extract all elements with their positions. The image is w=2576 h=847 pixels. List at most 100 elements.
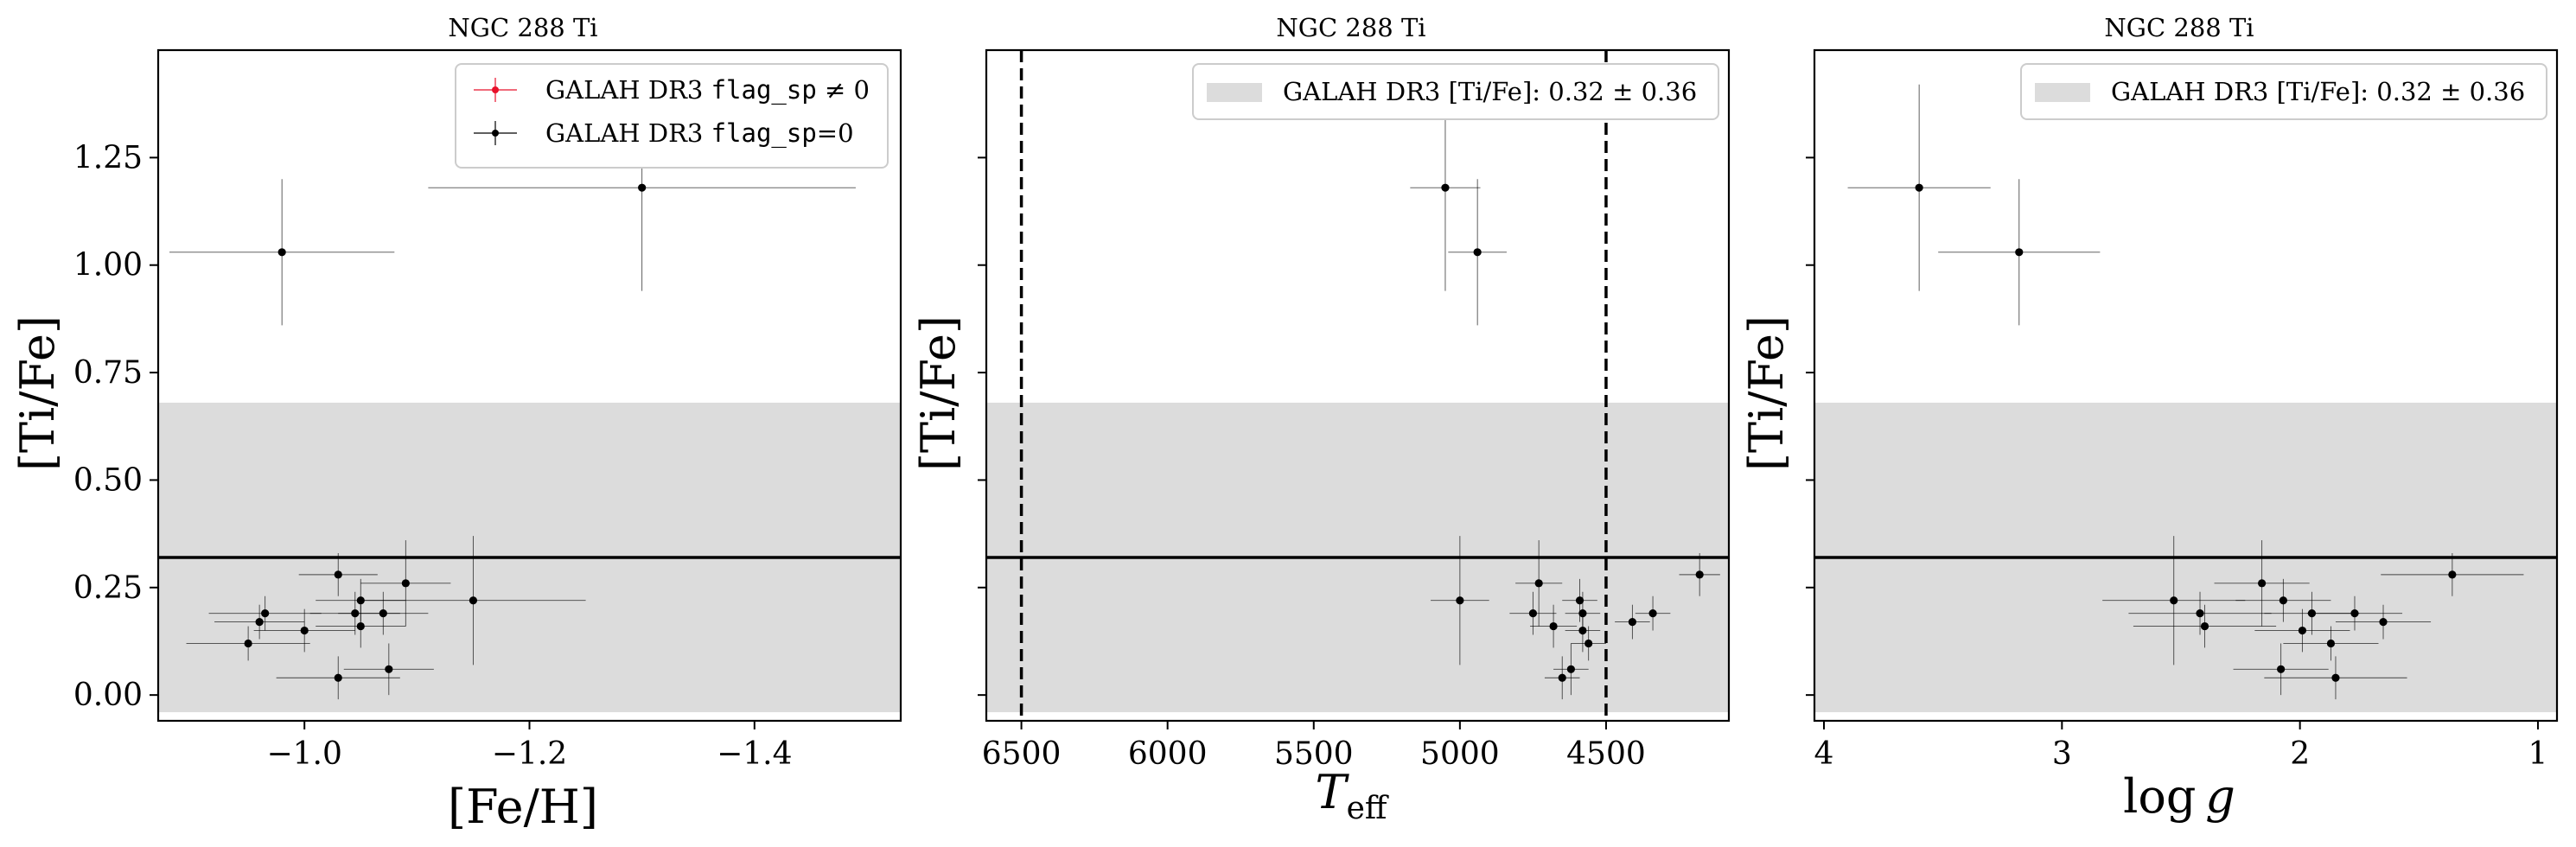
axes-frame <box>1813 48 2559 723</box>
data-point <box>1938 179 2101 326</box>
data-marker <box>1456 596 1464 605</box>
legend-label-galah-band: GALAH DR3 [Ti/Fe]: 0.32 ± 0.36 <box>1283 77 1697 106</box>
data-marker <box>2298 626 2307 635</box>
data-point <box>169 179 395 326</box>
data-point <box>1565 608 1601 653</box>
data-point <box>1431 536 1489 666</box>
x-tick-label: 5500 <box>1274 736 1354 772</box>
data-point <box>298 553 378 596</box>
x-tick-label: −1.0 <box>266 736 341 772</box>
data-point <box>1635 595 1671 631</box>
data-marker <box>638 183 647 192</box>
data-point <box>253 608 355 653</box>
x-axis-label: log g <box>2123 769 2235 824</box>
data-point <box>1515 540 1563 627</box>
data-marker <box>334 673 342 682</box>
panel-title: NGC 288 Ti <box>2104 13 2254 42</box>
data-point <box>1615 604 1650 640</box>
plot-area: 6500 6000 5500 5000 4500 <box>978 48 1731 772</box>
data-point <box>2133 604 2277 648</box>
legend-marker-flag-nonzero <box>474 78 517 102</box>
y-tick-label: 1.25 <box>73 140 143 175</box>
data-marker <box>261 609 270 618</box>
x-tick-label: 3 <box>2052 736 2072 772</box>
data-point <box>2235 578 2331 622</box>
x-tick-label: 6000 <box>1128 736 1208 772</box>
data-marker <box>1528 609 1538 618</box>
axes-frame <box>985 48 1731 723</box>
data-marker <box>1578 626 1587 635</box>
data-marker <box>1648 609 1657 618</box>
x-tick-label: 4 <box>1814 736 1834 772</box>
data-marker <box>2448 570 2457 579</box>
data-point <box>214 604 305 640</box>
panel-teff: NGC 288 Ti [Ti/Fe] Teff 6500 6000 5500 5000… <box>911 13 1731 826</box>
data-marker <box>2279 596 2287 605</box>
y-tick-label: 0.25 <box>73 570 143 606</box>
data-point <box>316 604 406 648</box>
legend-frame <box>2020 63 2547 120</box>
data-marker <box>1915 183 1923 192</box>
data-point <box>2306 595 2403 631</box>
data-marker <box>300 626 309 635</box>
data-marker <box>2379 617 2388 627</box>
y-axis-label: [Ti/Fe] <box>10 315 65 471</box>
data-marker <box>1441 183 1450 192</box>
data-marker <box>2200 621 2209 631</box>
data-point <box>2214 540 2310 627</box>
legend-swatch-galah-band <box>1207 83 1262 102</box>
data-point <box>2264 656 2407 700</box>
legend-frame <box>1192 63 1719 120</box>
data-point <box>343 643 434 696</box>
data-point <box>2128 591 2272 635</box>
data-point <box>2381 553 2524 596</box>
data-marker <box>379 609 387 618</box>
y-axis-label: [Ti/Fe] <box>911 315 966 471</box>
data-marker <box>244 639 252 648</box>
x-axis-label: Teff <box>1316 765 1389 826</box>
data-marker <box>2170 596 2178 605</box>
legend: GALAH DR3 [Ti/Fe]: 0.32 ± 0.36 <box>2020 63 2547 120</box>
data-point <box>208 595 322 631</box>
panel-logg: NGC 288 Ti [Ti/Fe] log g 4 3 2 1 GALAH DR3 … <box>1739 13 2559 824</box>
data-marker <box>1584 639 1593 648</box>
data-point <box>2254 608 2350 653</box>
legend-swatch-galah-band <box>2035 83 2090 102</box>
data-marker <box>1628 617 1636 627</box>
x-tick-label: −1.2 <box>492 736 567 772</box>
legend-marker-flag-zero <box>474 121 517 145</box>
data-marker <box>2331 673 2340 682</box>
data-point <box>1679 553 1720 596</box>
x-tick-label: −1.4 <box>717 736 792 772</box>
x-tick-label: 2 <box>2290 736 2310 772</box>
data-marker <box>2015 248 2024 257</box>
data-marker <box>1558 673 1566 682</box>
data-point <box>1544 656 1580 700</box>
legend-label-flag-zero: GALAH DR3 flag_sp=0 <box>545 118 854 149</box>
y-tick-label: 0.50 <box>73 462 143 498</box>
data-marker <box>385 665 393 673</box>
data-point <box>1571 626 1606 661</box>
data-point <box>360 536 586 666</box>
data-marker <box>277 248 286 257</box>
panel-feh: NGC 288 Ti [Ti/Fe] [Fe/H] −1.0 −1.2 −1.4 0.… <box>10 13 902 834</box>
data-marker <box>2277 665 2286 673</box>
data-marker <box>2326 639 2336 648</box>
data-marker <box>334 570 342 579</box>
data-marker <box>1549 621 1558 631</box>
data-point <box>186 626 310 661</box>
legend-label-flag-nonzero: GALAH DR3 flag_sp ≠ 0 <box>545 75 870 105</box>
data-point <box>1562 578 1597 622</box>
data-marker <box>2350 609 2359 618</box>
data-point <box>1847 84 1991 291</box>
data-point <box>338 591 429 635</box>
plot-area: −1.0 −1.2 −1.4 0.00 0.25 0.50 0.75 1.00 1.25 <box>73 48 902 772</box>
y-tick-label: 0.00 <box>73 678 143 713</box>
data-point <box>2283 626 2379 661</box>
data-marker <box>469 596 478 605</box>
x-tick-label: 4500 <box>1566 736 1646 772</box>
x-tick-label: 6500 <box>982 736 1062 772</box>
data-point <box>1448 179 1507 326</box>
data-marker <box>1575 596 1584 605</box>
x-axis-label: [Fe/H] <box>448 780 598 834</box>
